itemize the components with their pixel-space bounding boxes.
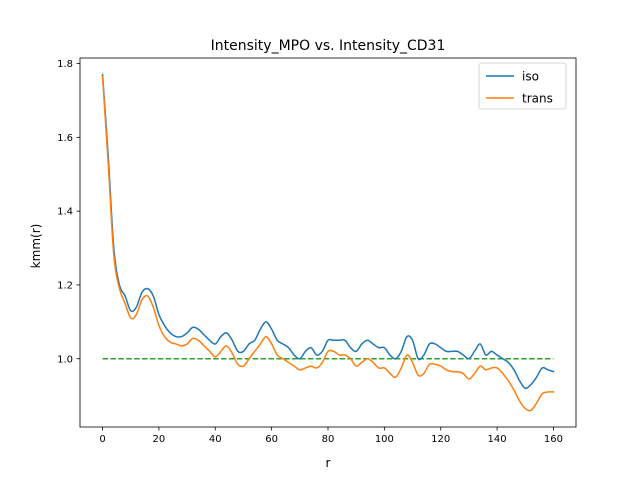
x-axis-label: r xyxy=(326,456,331,470)
x-tick-label: 0 xyxy=(99,434,105,445)
y-ticks: 1.0 1.2 1.4 1.6 1.8 xyxy=(57,59,80,365)
y-axis-label: kmm(r) xyxy=(29,224,43,269)
chart-title: Intensity_MPO vs. Intensity_CD31 xyxy=(211,38,446,54)
y-tick-label: 1.0 xyxy=(57,354,73,365)
x-tick-label: 100 xyxy=(375,434,394,445)
y-tick-label: 1.2 xyxy=(57,281,73,292)
x-tick-label: 20 xyxy=(153,434,166,445)
x-tick-label: 120 xyxy=(431,434,450,445)
x-tick-label: 140 xyxy=(488,434,507,445)
x-tick-label: 160 xyxy=(544,434,563,445)
x-ticks: 0 20 40 60 80 100 120 140 160 xyxy=(99,427,563,445)
legend: iso trans xyxy=(478,62,567,110)
legend-label-trans: trans xyxy=(522,91,553,105)
legend-label-iso: iso xyxy=(522,69,539,83)
x-tick-label: 40 xyxy=(209,434,222,445)
x-tick-label: 60 xyxy=(265,434,278,445)
series-group xyxy=(101,73,555,412)
y-tick-label: 1.4 xyxy=(57,207,73,218)
y-tick-label: 1.8 xyxy=(57,59,73,70)
series-line-iso xyxy=(101,73,555,390)
x-tick-label: 80 xyxy=(322,434,335,445)
series-line-trans xyxy=(101,75,555,412)
y-tick-label: 1.6 xyxy=(57,133,73,144)
